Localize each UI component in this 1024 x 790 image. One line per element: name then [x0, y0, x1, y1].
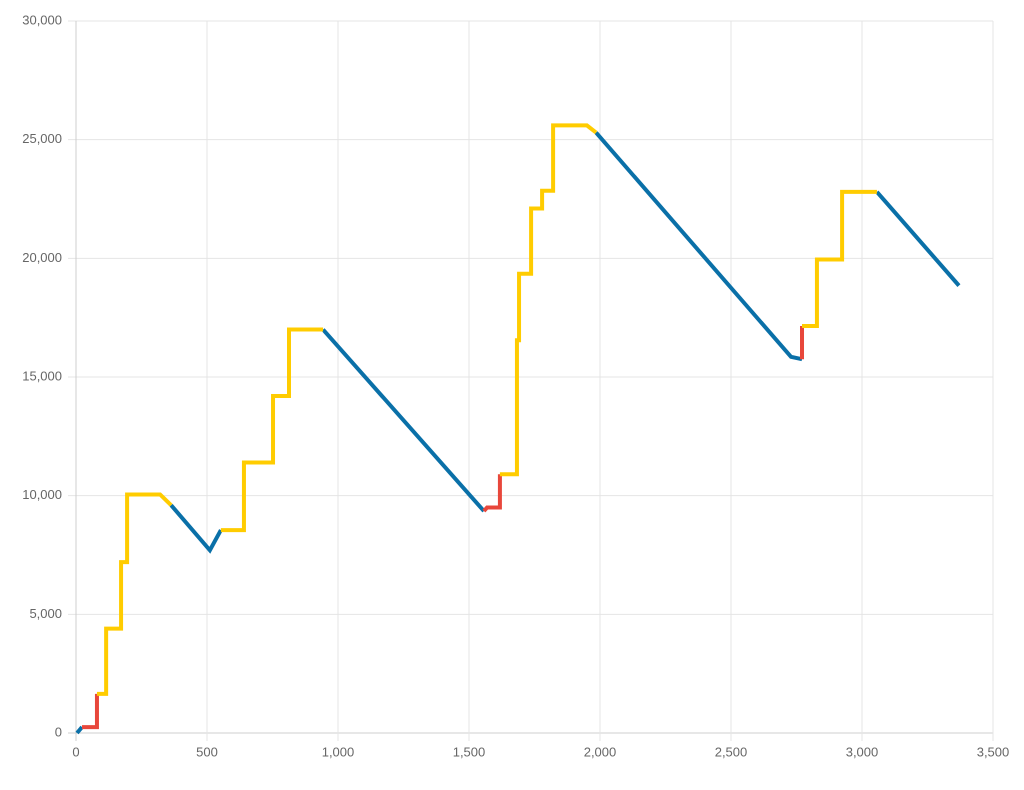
x-tick-label: 3,500 — [977, 744, 1010, 759]
line-series — [82, 325, 805, 730]
y-tick-label: 15,000 — [22, 368, 62, 383]
y-tick-label: 25,000 — [22, 131, 62, 146]
x-tick-label: 1,000 — [322, 744, 355, 759]
y-tick-label: 30,000 — [22, 12, 62, 27]
x-tick-label: 0 — [72, 744, 79, 759]
y-tick-label: 5,000 — [29, 606, 62, 621]
y-tick-label: 0 — [55, 724, 62, 739]
x-tick-label: 500 — [196, 744, 218, 759]
line-series — [96, 123, 877, 696]
x-tick-label: 2,000 — [584, 744, 617, 759]
line-series — [75, 131, 961, 735]
x-tick-label: 3,000 — [846, 744, 879, 759]
y-tick-label: 10,000 — [22, 487, 62, 502]
y-tick-label: 20,000 — [22, 250, 62, 265]
x-tick-label: 2,500 — [715, 744, 748, 759]
x-tick-label: 1,500 — [453, 744, 486, 759]
